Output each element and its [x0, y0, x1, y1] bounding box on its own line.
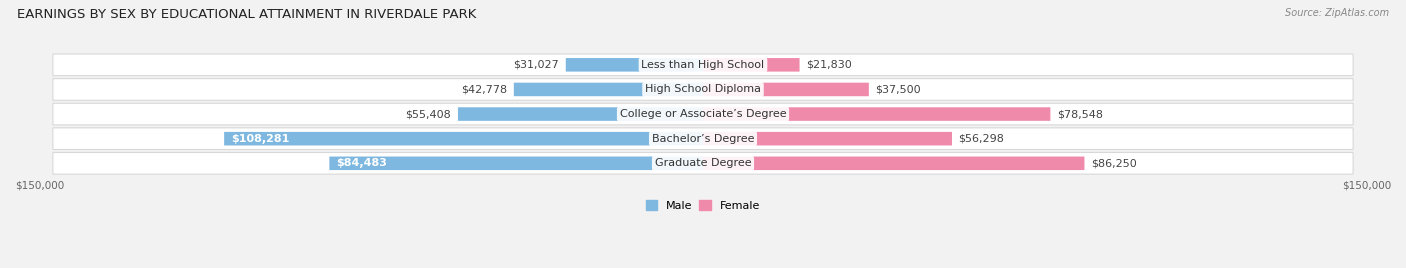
- FancyBboxPatch shape: [53, 152, 1353, 174]
- Text: Source: ZipAtlas.com: Source: ZipAtlas.com: [1285, 8, 1389, 18]
- Text: High School Diploma: High School Diploma: [645, 84, 761, 94]
- FancyBboxPatch shape: [565, 58, 703, 72]
- Text: $108,281: $108,281: [231, 134, 290, 144]
- Text: $31,027: $31,027: [513, 60, 560, 70]
- FancyBboxPatch shape: [703, 107, 1050, 121]
- Text: Graduate Degree: Graduate Degree: [655, 158, 751, 168]
- Text: $42,778: $42,778: [461, 84, 508, 94]
- Text: EARNINGS BY SEX BY EDUCATIONAL ATTAINMENT IN RIVERDALE PARK: EARNINGS BY SEX BY EDUCATIONAL ATTAINMEN…: [17, 8, 477, 21]
- Text: $37,500: $37,500: [876, 84, 921, 94]
- Text: College or Associate’s Degree: College or Associate’s Degree: [620, 109, 786, 119]
- Text: $78,548: $78,548: [1057, 109, 1104, 119]
- Text: Bachelor’s Degree: Bachelor’s Degree: [652, 134, 754, 144]
- FancyBboxPatch shape: [703, 157, 1084, 170]
- Text: Less than High School: Less than High School: [641, 60, 765, 70]
- FancyBboxPatch shape: [458, 107, 703, 121]
- Legend: Male, Female: Male, Female: [644, 198, 762, 213]
- FancyBboxPatch shape: [513, 83, 703, 96]
- FancyBboxPatch shape: [53, 54, 1353, 76]
- FancyBboxPatch shape: [224, 132, 703, 146]
- FancyBboxPatch shape: [53, 128, 1353, 150]
- FancyBboxPatch shape: [53, 103, 1353, 125]
- FancyBboxPatch shape: [329, 157, 703, 170]
- Text: $55,408: $55,408: [405, 109, 451, 119]
- FancyBboxPatch shape: [703, 132, 952, 146]
- Text: $21,830: $21,830: [806, 60, 852, 70]
- FancyBboxPatch shape: [53, 79, 1353, 100]
- Text: $86,250: $86,250: [1091, 158, 1137, 168]
- FancyBboxPatch shape: [703, 58, 800, 72]
- Text: $84,483: $84,483: [336, 158, 387, 168]
- FancyBboxPatch shape: [703, 83, 869, 96]
- Text: $56,298: $56,298: [959, 134, 1004, 144]
